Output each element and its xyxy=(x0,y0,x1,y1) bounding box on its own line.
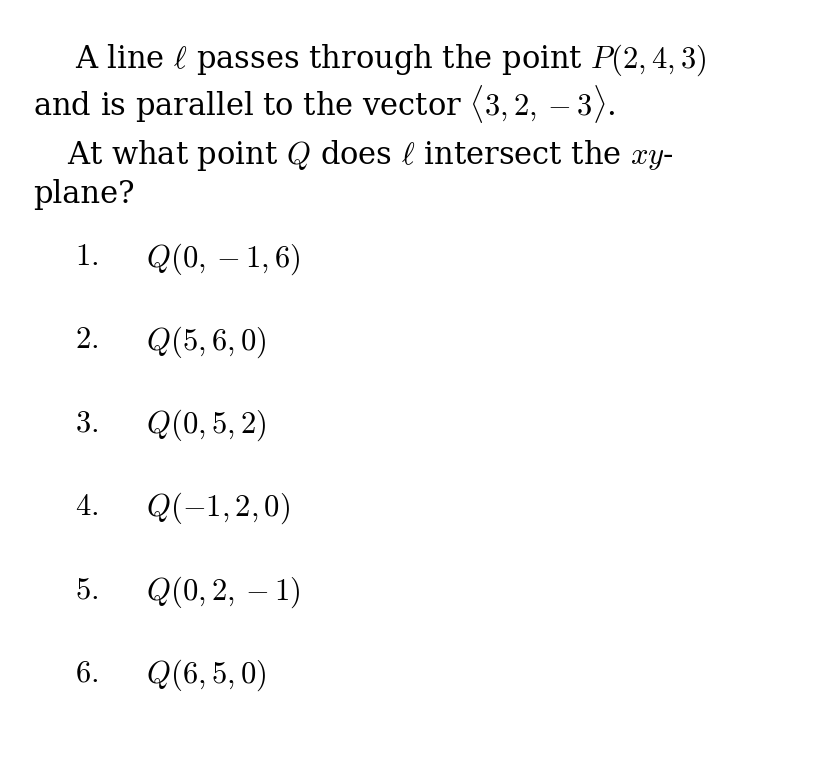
Text: $Q(6, 5, 0)$: $Q(6, 5, 0)$ xyxy=(146,657,266,693)
Text: $\mathbf{4.}$: $\mathbf{4.}$ xyxy=(75,491,98,522)
Text: $Q(5, 6, 0)$: $Q(5, 6, 0)$ xyxy=(146,324,266,360)
Text: $\mathbf{1.}$: $\mathbf{1.}$ xyxy=(75,241,98,272)
Text: $Q(0, 2, -1)$: $Q(0, 2, -1)$ xyxy=(146,574,300,610)
Text: A line $\ell$ passes through the point $P(2, 4, 3)$: A line $\ell$ passes through the point $… xyxy=(75,43,706,79)
Text: $Q(0, 5, 2)$: $Q(0, 5, 2)$ xyxy=(146,408,266,443)
Text: plane?: plane? xyxy=(33,179,135,210)
Text: $\mathbf{5.}$: $\mathbf{5.}$ xyxy=(75,574,98,605)
Text: $Q(0, -1, 6)$: $Q(0, -1, 6)$ xyxy=(146,241,300,277)
Text: $\mathbf{6.}$: $\mathbf{6.}$ xyxy=(75,657,98,689)
Text: $\mathbf{2.}$: $\mathbf{2.}$ xyxy=(75,324,98,356)
Text: and is parallel to the vector $\langle 3, 2, -3 \rangle$.: and is parallel to the vector $\langle 3… xyxy=(33,83,616,125)
Text: At what point $Q$ does $\ell$ intersect the $xy$-: At what point $Q$ does $\ell$ intersect … xyxy=(67,138,673,173)
Text: $Q(-1, 2, 0)$: $Q(-1, 2, 0)$ xyxy=(146,491,290,527)
Text: $\mathbf{3.}$: $\mathbf{3.}$ xyxy=(75,408,98,439)
